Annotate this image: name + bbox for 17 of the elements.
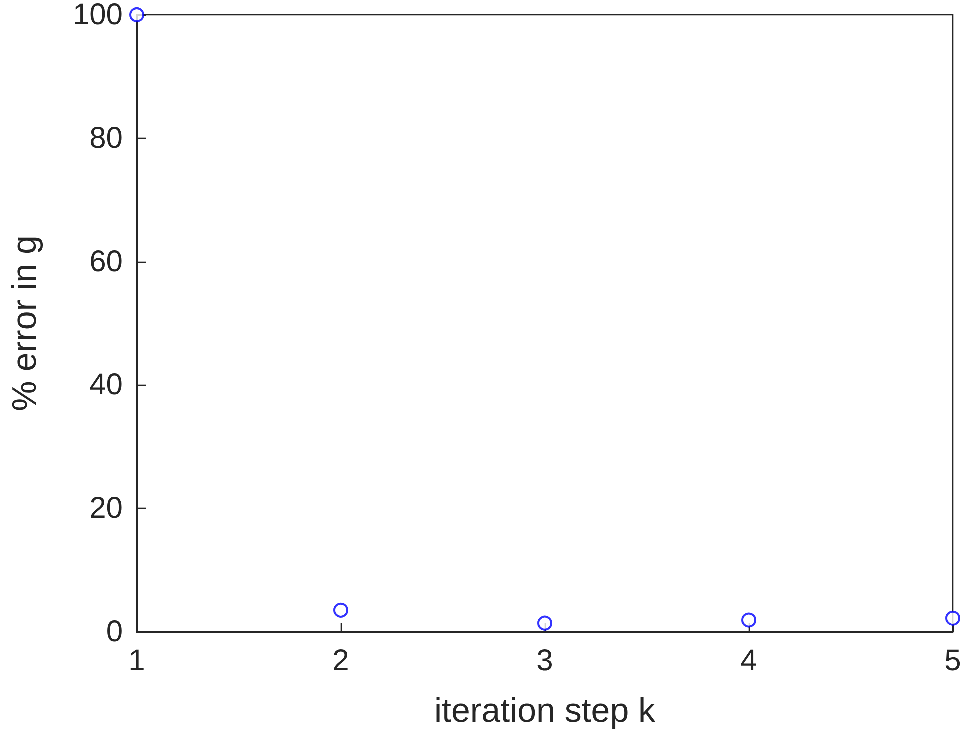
x-tick-label: 3 (536, 644, 554, 678)
y-tick-label: 20 (90, 492, 123, 526)
point (538, 616, 552, 631)
x-tick-label: 1 (128, 644, 146, 678)
y-tick-label: 100 (72, 0, 123, 32)
y-tick-label: 0 (106, 616, 123, 648)
x-axis-title: iteration step k (434, 692, 657, 730)
x-tick-label: 5 (944, 644, 962, 678)
point (946, 610, 960, 626)
point (334, 602, 348, 618)
y-tick-label: 80 (90, 122, 123, 155)
y-tick-label: 60 (90, 245, 123, 278)
x-tick-label: 2 (332, 644, 350, 678)
y-axis-title: % error in g (6, 236, 44, 412)
y-tick-label: 40 (90, 368, 123, 402)
point (742, 612, 756, 628)
x-tick-label: 4 (740, 644, 758, 678)
